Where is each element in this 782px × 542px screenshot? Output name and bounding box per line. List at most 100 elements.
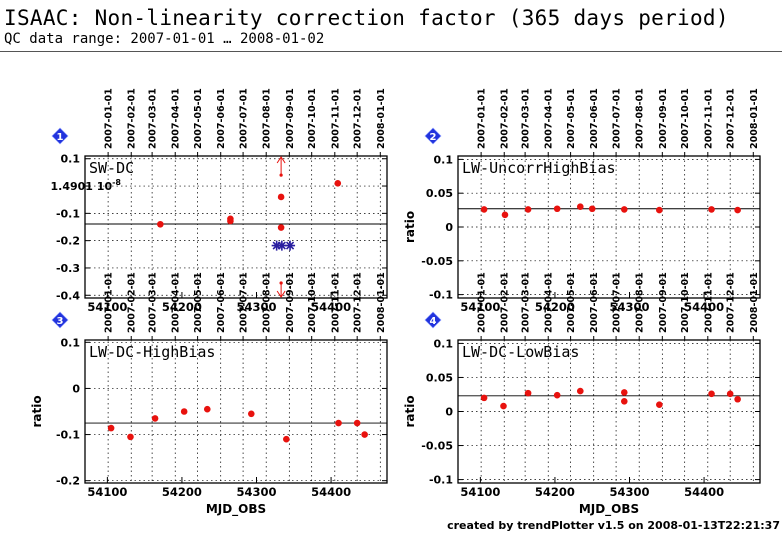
date-tick-label: 2007-08-01 — [635, 88, 646, 149]
x-tick-label: 54100 — [460, 485, 500, 499]
x-axis-label: MJD_OBS — [206, 502, 266, 517]
date-tick-label: 2007-12-01 — [353, 272, 364, 333]
data-point — [480, 394, 488, 402]
outlier-marker — [276, 240, 287, 251]
date-tick-label: 2007-07-01 — [612, 88, 623, 149]
data-point — [576, 387, 584, 395]
date-tick-label: 2007-11-01 — [703, 88, 714, 149]
data-point — [277, 224, 285, 231]
date-tick-label: 2007-03-01 — [148, 88, 159, 149]
date-tick-label: 2007-05-01 — [193, 88, 204, 149]
panel-label: SW-DC — [89, 159, 134, 177]
date-tick-label: 2007-01-01 — [477, 272, 488, 333]
date-tick-label: 2007-08-01 — [262, 272, 273, 333]
chart-panel-4: 2007-01-01 2007-02-01 2007-03-01 2007-04-01… — [403, 272, 761, 517]
y-tick-label: 0.05 — [426, 187, 453, 200]
date-tick-label: 2007-04-01 — [171, 272, 182, 333]
data-point — [157, 220, 164, 228]
date-tick-label: 2007-05-01 — [193, 272, 204, 333]
date-tick-label: 2008-01-01 — [376, 272, 387, 333]
x-tick-label: 54100 — [460, 300, 500, 314]
date-tick-label: 2007-11-01 — [330, 272, 341, 333]
data-point — [588, 205, 596, 213]
x-tick-label: 54400 — [311, 300, 351, 314]
data-point — [335, 419, 342, 427]
date-tick-label: 2008-01-01 — [749, 272, 760, 333]
offscale-arrowhead-down — [276, 290, 286, 298]
date-tick-label: 2007-08-01 — [262, 88, 273, 149]
x-tick-label: 54400 — [684, 300, 724, 314]
data-point — [180, 408, 188, 415]
data-point — [620, 397, 628, 405]
date-tick-label: 2007-08-01 — [635, 272, 646, 333]
y-axis-label: ratio — [30, 395, 44, 427]
panel-number: 4 — [430, 316, 437, 327]
panel-number-badge — [51, 127, 69, 145]
date-tick-label: 2007-11-01 — [330, 88, 341, 149]
plot-frame — [84, 339, 388, 484]
y-tick-label: 0.05 — [426, 371, 453, 384]
y-tick-label: 0.1 — [434, 153, 454, 166]
panel-label: LW-UncorrHighBias — [462, 159, 616, 177]
y-axis-label: ratio — [403, 395, 417, 427]
data-point — [334, 180, 342, 187]
date-tick-label: 2007-12-01 — [353, 88, 364, 149]
y-tick-label: -0.1 — [429, 474, 453, 487]
y-tick-label: -0.1 — [429, 289, 453, 302]
data-point — [620, 389, 628, 396]
panel-label: LW-DC-LowBias — [462, 343, 579, 361]
y-tick-label: -0.05 — [421, 255, 453, 268]
chart-panel-2: 2007-01-01 2007-02-01 2007-03-01 2007-04-01… — [403, 88, 761, 314]
date-tick-label: 2007-04-01 — [171, 88, 182, 149]
x-axis-label: MJD_OBS — [579, 502, 639, 517]
data-point — [227, 217, 234, 225]
x-tick-label: 54200 — [535, 485, 575, 499]
outlier-marker — [271, 240, 282, 251]
page-title: ISAAC: Non-linearity correction factor (… — [4, 6, 729, 30]
y-tick-label: -0.05 — [421, 440, 453, 453]
date-tick-label: 2007-09-01 — [658, 272, 669, 333]
data-point — [576, 203, 584, 211]
date-tick-label: 2007-06-01 — [216, 88, 227, 149]
panel-number: 2 — [430, 132, 437, 143]
y-tick-label: -0.1 — [56, 207, 80, 220]
x-tick-label: 54400 — [311, 485, 351, 499]
offscale-point — [279, 173, 283, 177]
data-point — [107, 424, 115, 432]
data-point — [277, 193, 285, 201]
header-divider — [0, 51, 782, 52]
data-point — [247, 410, 255, 418]
data-point — [151, 415, 159, 422]
chart-panel-1: 2007-01-01 2007-02-01 2007-03-01 2007-04-01… — [51, 88, 388, 314]
y-tick-label: 0.1 — [61, 336, 81, 349]
data-point — [726, 390, 734, 398]
offscale-arrowhead-up — [276, 156, 286, 164]
outlier-marker — [285, 240, 296, 251]
date-tick-label: 2007-03-01 — [521, 88, 532, 149]
date-tick-label: 2007-11-01 — [703, 272, 714, 333]
plot-frame — [84, 155, 388, 299]
date-tick-label: 2007-01-01 — [104, 272, 115, 333]
date-tick-label: 2007-01-01 — [104, 88, 115, 149]
panel-number-badge — [424, 311, 442, 329]
date-tick-label: 2007-02-01 — [500, 88, 511, 149]
date-tick-label: 2007-07-01 — [239, 88, 250, 149]
data-point — [553, 391, 561, 399]
data-point — [524, 389, 532, 397]
date-tick-label: 2007-10-01 — [307, 88, 318, 149]
data-point — [283, 435, 290, 443]
date-tick-label: 2007-01-01 — [477, 88, 488, 149]
data-point — [734, 395, 741, 403]
date-tick-label: 2008-01-01 — [376, 88, 387, 149]
date-tick-label: 2007-02-01 — [127, 272, 138, 333]
date-tick-label: 2007-02-01 — [500, 272, 511, 333]
y-tick-label: -0.2 — [56, 235, 80, 248]
panel-number: 3 — [57, 316, 64, 327]
data-point — [708, 390, 715, 398]
y-tick-label: 0.1 — [61, 153, 81, 166]
offscale-point — [279, 281, 283, 285]
panel-label: LW-DC-HighBias — [89, 343, 215, 361]
data-point — [480, 206, 488, 213]
panel-number: 1 — [57, 132, 64, 143]
